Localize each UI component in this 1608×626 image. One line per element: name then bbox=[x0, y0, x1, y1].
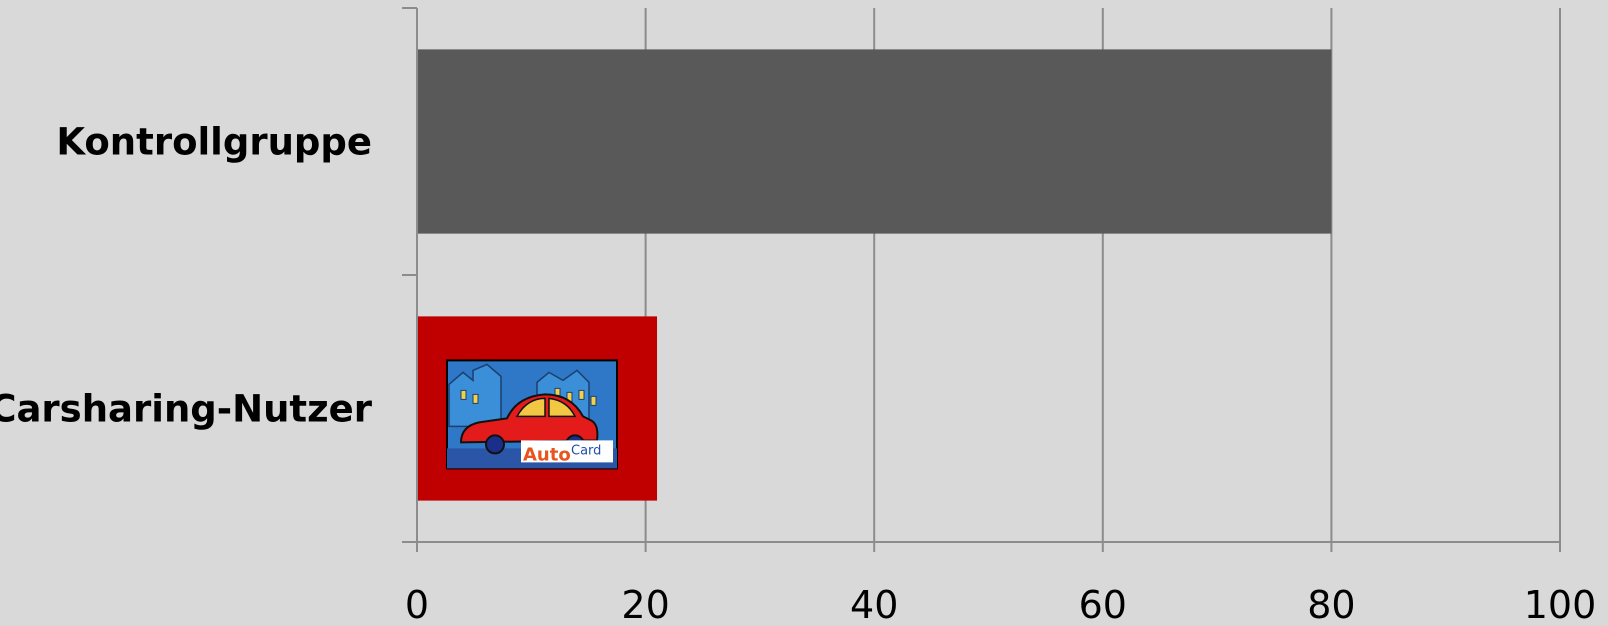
autocard-auto-text: Auto bbox=[523, 444, 571, 465]
autocard-car-icon: Auto Card bbox=[446, 359, 618, 470]
bar-kontrollgruppe bbox=[417, 49, 1332, 234]
labels: 0 20 40 60 80 100 Kontrollgruppe Carsharing-Nut… bbox=[0, 121, 1596, 626]
x-tick-label-40: 40 bbox=[850, 583, 898, 626]
bars: Auto Card bbox=[417, 49, 1332, 501]
x-tick-label-100: 100 bbox=[1524, 583, 1597, 626]
x-tick-label-20: 20 bbox=[621, 583, 669, 626]
autocard-card-text: Card bbox=[571, 443, 601, 458]
category-label-carsharing-nutzer: Carsharing-Nutzer bbox=[0, 388, 373, 431]
x-tick-label-60: 60 bbox=[1079, 583, 1127, 626]
category-label-kontrollgruppe: Kontrollgruppe bbox=[56, 121, 372, 164]
x-tick-label-0: 0 bbox=[405, 583, 429, 626]
axes bbox=[402, 7, 1561, 552]
x-tick-label-80: 80 bbox=[1307, 583, 1355, 626]
